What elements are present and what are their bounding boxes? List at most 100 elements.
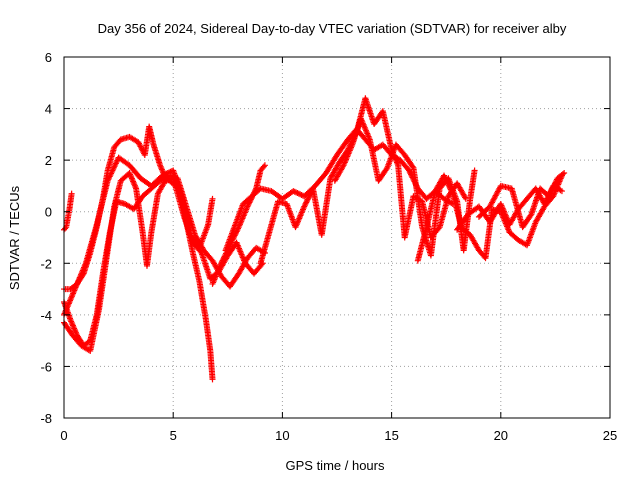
y-tick-label: -8 xyxy=(40,411,52,426)
data-point xyxy=(558,188,565,195)
data-point xyxy=(218,260,225,267)
y-axis-label: SDTVAR / TECUs xyxy=(7,185,22,290)
y-tick-label: 2 xyxy=(45,153,52,168)
data-point xyxy=(547,190,554,197)
data-points xyxy=(61,95,568,383)
data-point xyxy=(261,162,268,169)
data-point xyxy=(245,202,252,209)
data-point xyxy=(409,163,416,170)
data-point xyxy=(245,200,252,207)
data-point xyxy=(160,171,167,178)
data-point xyxy=(306,192,313,199)
data-point xyxy=(441,174,448,181)
data-point xyxy=(303,199,310,206)
x-axis-label: GPS time / hours xyxy=(286,458,385,473)
data-point xyxy=(164,170,171,177)
data-point xyxy=(551,180,558,187)
data-point xyxy=(542,199,549,206)
x-tick-label: 25 xyxy=(603,428,617,443)
data-point xyxy=(545,193,552,200)
data-point xyxy=(297,191,304,198)
y-tick-label: 6 xyxy=(45,50,52,65)
data-point xyxy=(445,180,452,187)
y-tick-label: 0 xyxy=(45,205,52,220)
data-point xyxy=(305,193,312,200)
data-point xyxy=(291,188,298,195)
data-point xyxy=(561,170,568,177)
x-tick-label: 10 xyxy=(275,428,289,443)
data-point xyxy=(220,256,227,263)
data-point xyxy=(548,187,555,194)
series-track-12 xyxy=(475,170,568,231)
data-point xyxy=(290,188,297,195)
data-point xyxy=(559,171,566,178)
data-point xyxy=(549,184,556,191)
series-track-1 xyxy=(61,190,75,233)
data-point xyxy=(307,191,314,198)
data-point xyxy=(443,178,450,185)
data-point xyxy=(449,189,456,196)
data-point xyxy=(301,203,308,210)
series-track-4 xyxy=(61,170,266,354)
x-tick-label: 20 xyxy=(494,428,508,443)
tick-layer: 0 5 10 15 20 25 -8 -6 -4 -2 0 2 4 6 xyxy=(40,50,617,443)
data-point xyxy=(443,176,450,183)
data-point xyxy=(445,182,452,189)
chart-title: Day 356 of 2024, Sidereal Day-to-day VTE… xyxy=(98,21,567,36)
data-point xyxy=(244,203,251,210)
data-point xyxy=(552,179,559,186)
data-point xyxy=(471,167,478,174)
series-track-5 xyxy=(61,154,216,318)
data-point xyxy=(163,170,170,177)
y-tick-label: -2 xyxy=(40,256,52,271)
y-tick-label: -4 xyxy=(40,308,52,323)
data-point xyxy=(260,163,267,170)
x-tick-label: 15 xyxy=(384,428,398,443)
data-point xyxy=(442,175,449,182)
data-point xyxy=(219,257,226,264)
data-point xyxy=(218,258,225,265)
x-tick-label: 5 xyxy=(170,428,177,443)
data-point xyxy=(446,183,453,190)
data-point xyxy=(302,200,309,207)
y-tick-label: -6 xyxy=(40,359,52,374)
data-point xyxy=(293,189,300,196)
series-track-3 xyxy=(61,172,268,349)
data-point xyxy=(553,177,560,184)
data-point xyxy=(294,190,301,197)
data-point xyxy=(305,195,312,202)
data-point xyxy=(448,187,455,194)
series-track-9 xyxy=(331,115,478,259)
data-point xyxy=(406,167,413,174)
data-point xyxy=(304,196,311,203)
data-point xyxy=(549,186,556,193)
data-point xyxy=(541,200,548,207)
data-point xyxy=(295,190,302,197)
data-point xyxy=(550,183,557,190)
data-point xyxy=(209,195,216,202)
data-point xyxy=(546,191,553,198)
data-point xyxy=(444,179,451,186)
data-point xyxy=(159,172,166,179)
data-point xyxy=(68,190,75,197)
plot-frame xyxy=(63,56,611,419)
data-point xyxy=(209,376,216,383)
y-tick-label: 4 xyxy=(45,102,52,117)
data-point xyxy=(441,172,448,179)
data-point xyxy=(220,254,227,261)
series-track-10 xyxy=(414,172,565,264)
data-point xyxy=(543,196,550,203)
grid-layer xyxy=(64,57,610,418)
data-point xyxy=(551,182,558,189)
data-point xyxy=(447,185,454,192)
data-point xyxy=(162,171,169,178)
x-tick-label: 0 xyxy=(60,428,67,443)
data-point xyxy=(62,225,69,232)
data-point xyxy=(406,168,413,175)
data-point xyxy=(301,202,308,209)
data-point xyxy=(527,212,534,219)
data-point xyxy=(547,189,554,196)
data-point xyxy=(221,253,228,260)
data-point xyxy=(303,198,310,205)
